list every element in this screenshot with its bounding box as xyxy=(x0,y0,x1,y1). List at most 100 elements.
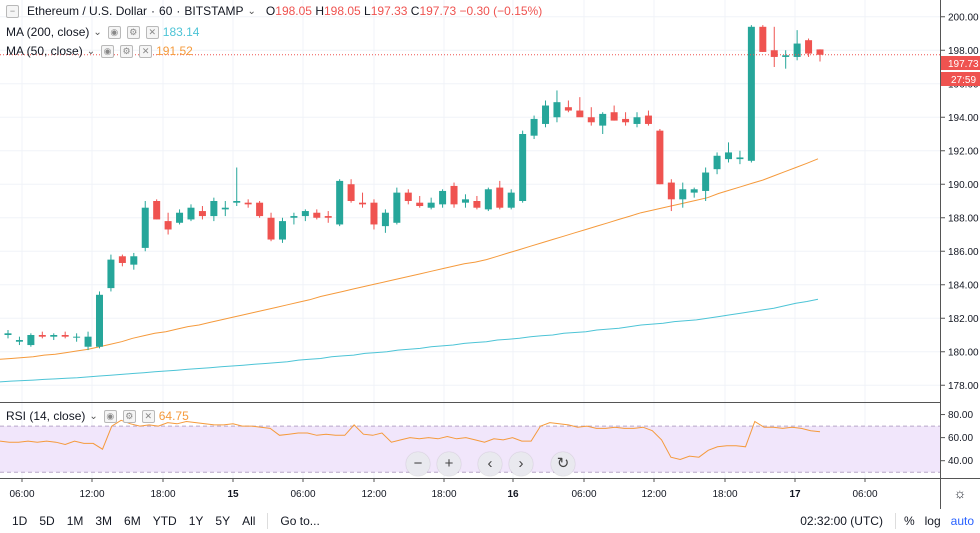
candle-body xyxy=(61,335,69,337)
candle xyxy=(770,26,778,67)
ma50-legend: MA (50, close) ⌄ ◉ ⚙ ✕ 191.52 xyxy=(6,44,193,58)
timeframe-5y[interactable]: 5Y xyxy=(215,514,231,528)
candle-body xyxy=(690,189,698,193)
candle-body xyxy=(507,192,515,208)
close-icon[interactable]: ✕ xyxy=(141,409,155,423)
clock-display[interactable]: 02:32:00 (UTC) xyxy=(800,514,883,528)
candle xyxy=(38,331,46,339)
rsi-axis-label: 60.00 xyxy=(948,433,973,444)
candle-body xyxy=(713,155,721,170)
candle-body xyxy=(50,335,58,337)
chevron-down-icon[interactable]: ⌄ xyxy=(93,26,102,38)
candle-body xyxy=(256,202,264,217)
candle-body xyxy=(233,201,241,203)
candle xyxy=(107,254,115,292)
settings-icon[interactable]: ⚙ xyxy=(120,44,134,58)
price-axis-label: 200.00 xyxy=(948,12,979,23)
candle-body xyxy=(656,130,664,185)
timeframe-3m[interactable]: 3M xyxy=(95,514,113,528)
candle xyxy=(256,201,264,218)
log-toggle[interactable]: log xyxy=(924,514,941,528)
eye-icon[interactable]: ◉ xyxy=(101,44,115,58)
candle xyxy=(95,291,103,349)
time-axis-label: 06:00 xyxy=(290,489,315,500)
settings-icon[interactable]: ⚙ xyxy=(126,25,140,39)
toolbar-divider xyxy=(894,513,896,529)
candle xyxy=(679,182,687,208)
candle xyxy=(359,192,367,208)
timeframe-ytd[interactable]: YTD xyxy=(152,514,177,528)
scroll-left-button[interactable]: ‹ xyxy=(478,452,502,476)
candle-body xyxy=(15,340,23,342)
candle xyxy=(782,50,790,69)
candle xyxy=(141,201,149,252)
candle-body xyxy=(278,221,286,240)
candle xyxy=(702,167,710,201)
candle-body xyxy=(633,117,641,124)
zoom-in-button[interactable]: + xyxy=(437,452,461,476)
candle-body xyxy=(118,256,126,263)
auto-toggle[interactable]: auto xyxy=(950,514,974,528)
close-icon[interactable]: ✕ xyxy=(139,44,153,58)
candle xyxy=(198,206,206,220)
chart-canvas[interactable]: 200.00198.00196.00194.00192.00190.00188.… xyxy=(0,0,980,509)
timeframe-5d[interactable]: 5D xyxy=(39,514,55,528)
interval[interactable]: 60 xyxy=(159,4,173,18)
close-icon[interactable]: ✕ xyxy=(145,25,159,39)
timeframe-1m[interactable]: 1M xyxy=(66,514,84,528)
eye-icon[interactable]: ◉ xyxy=(103,409,117,423)
goto-button[interactable]: Go to... xyxy=(280,514,320,528)
candle-body xyxy=(519,134,527,201)
candle xyxy=(301,209,309,222)
scroll-right-button[interactable]: › xyxy=(509,452,533,476)
candle xyxy=(130,252,138,270)
candle-body xyxy=(816,49,824,55)
settings-icon[interactable]: ⚙ xyxy=(122,409,136,423)
candle-body xyxy=(564,107,572,111)
zoom-out-button[interactable]: − xyxy=(406,452,430,476)
settings-gear-icon[interactable]: ☼ xyxy=(954,485,967,501)
rsi-axis-label: 40.00 xyxy=(948,456,973,467)
candle-body xyxy=(153,201,161,220)
timeframe-1y[interactable]: 1Y xyxy=(188,514,204,528)
candle xyxy=(622,112,630,126)
countdown-tag: 27:59 xyxy=(941,72,980,86)
candle-body xyxy=(393,192,401,223)
ma200-label[interactable]: MA (200, close) xyxy=(6,25,90,39)
candle-body xyxy=(301,211,309,217)
bottom-toolbar: 1D 5D 1M 3M 6M YTD 1Y 5Y All Go to... 02… xyxy=(0,509,980,533)
candle-body xyxy=(644,115,652,124)
candle xyxy=(667,179,675,212)
candle-body xyxy=(130,256,138,265)
chevron-down-icon[interactable]: ⌄ xyxy=(247,5,256,17)
timeframe-all[interactable]: All xyxy=(242,514,256,528)
ma50-label[interactable]: MA (50, close) xyxy=(6,44,83,58)
candle xyxy=(473,195,481,210)
rsi-axis-label: 80.00 xyxy=(948,410,973,421)
ma50-line xyxy=(0,158,819,360)
percent-toggle[interactable]: % xyxy=(903,514,915,528)
chevron-down-icon[interactable]: ⌄ xyxy=(86,45,96,57)
price-axis-label: 186.00 xyxy=(948,247,979,258)
chevron-down-icon[interactable]: ⌄ xyxy=(89,410,98,422)
timeframe-6m[interactable]: 6M xyxy=(124,514,141,528)
eye-icon[interactable]: ◉ xyxy=(107,25,121,39)
price-axis-label: 192.00 xyxy=(948,146,979,157)
timeframe-1d[interactable]: 1D xyxy=(12,514,28,528)
candle xyxy=(793,30,801,61)
candle-body xyxy=(805,40,813,54)
candle xyxy=(153,199,161,220)
price-axis-label: 188.00 xyxy=(948,213,979,224)
candle xyxy=(759,25,767,52)
candle xyxy=(599,112,607,134)
rsi-label[interactable]: RSI (14, close) xyxy=(6,409,86,423)
candle xyxy=(336,179,344,227)
reset-chart-button[interactable]: ↻ xyxy=(551,452,575,476)
candle xyxy=(587,107,595,126)
candle-body xyxy=(736,157,744,160)
symbol-name[interactable]: Ethereum / U.S. Dollar xyxy=(27,4,148,18)
candle xyxy=(15,336,23,346)
collapse-icon[interactable]: − xyxy=(6,4,19,18)
candle-body xyxy=(679,189,687,200)
candle-body xyxy=(416,202,424,207)
